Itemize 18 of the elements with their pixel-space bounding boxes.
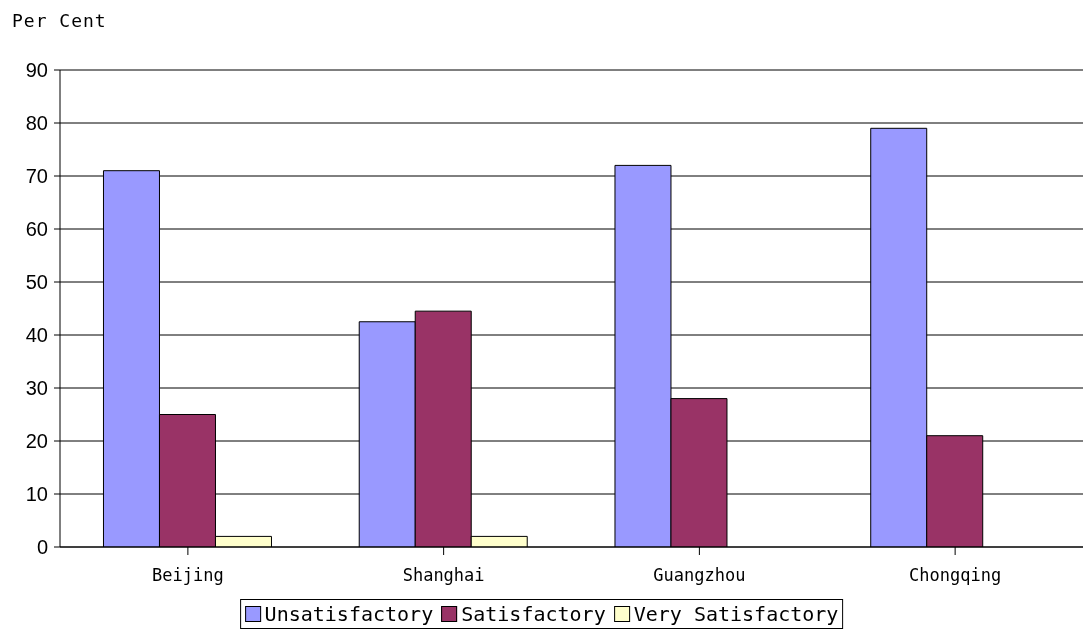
y-tick-label: 70	[25, 165, 48, 188]
x-tick-label: Beijing	[152, 565, 224, 586]
y-tick-label: 40	[25, 324, 48, 347]
y-tick-label: 90	[25, 59, 48, 82]
y-tick-label: 60	[25, 218, 48, 241]
y-tick-label: 10	[25, 483, 48, 506]
legend-label: Satisfactory	[461, 602, 606, 626]
y-axis-title: Per Cent	[12, 10, 107, 31]
legend-label: Unsatisfactory	[264, 602, 434, 626]
y-tick-label: 20	[25, 430, 48, 453]
x-tick-label: Shanghai	[402, 565, 485, 586]
y-tick-label: 30	[25, 377, 48, 400]
legend-label: Very Satisfactory	[633, 602, 839, 626]
x-tick-label: Guangzhou	[653, 565, 746, 586]
y-tick-label: 80	[25, 112, 48, 135]
x-tick-label: Chongqing	[909, 565, 1002, 586]
y-tick-label: 50	[25, 271, 48, 294]
y-tick-label: 0	[36, 536, 48, 559]
